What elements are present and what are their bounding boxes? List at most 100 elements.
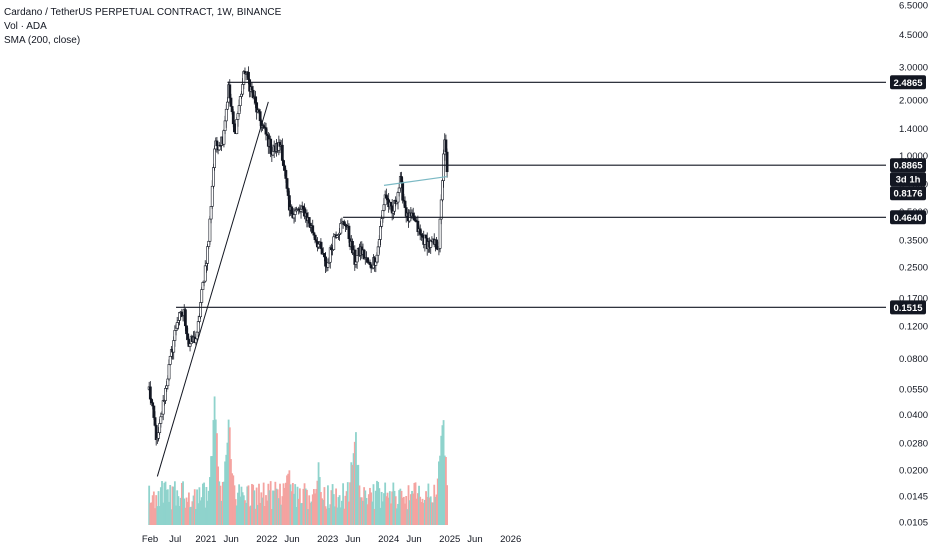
volume-bar bbox=[311, 494, 314, 525]
volume-bar bbox=[209, 477, 211, 525]
volume-bar bbox=[310, 501, 313, 525]
volume-bar bbox=[232, 475, 235, 525]
volume-bar bbox=[398, 490, 401, 525]
volume-bar bbox=[346, 482, 349, 525]
volume-bar bbox=[436, 478, 439, 525]
volume-bar bbox=[386, 492, 389, 525]
volume-bar bbox=[394, 496, 397, 525]
volume-bar bbox=[194, 509, 197, 525]
countdown-tag-bg bbox=[890, 172, 926, 187]
volume-bar bbox=[407, 485, 410, 525]
volume-bar bbox=[380, 491, 383, 525]
volume-bar bbox=[370, 492, 373, 525]
volume-bar bbox=[309, 502, 312, 525]
volume-bar bbox=[148, 485, 151, 525]
volume-bar bbox=[294, 484, 297, 525]
volume-bar bbox=[373, 508, 376, 525]
volume-bar bbox=[262, 482, 265, 525]
volume-bar bbox=[286, 475, 288, 525]
volume-bar bbox=[298, 488, 301, 525]
volume-bar bbox=[374, 490, 377, 525]
volume-bar bbox=[272, 490, 274, 525]
volume-bar bbox=[234, 499, 237, 525]
candle-body bbox=[224, 108, 228, 122]
volume-bar bbox=[178, 505, 181, 525]
volume-bar bbox=[214, 419, 217, 525]
volume-bar bbox=[334, 506, 336, 525]
volume-bar bbox=[219, 485, 222, 525]
volume-bar bbox=[301, 502, 304, 525]
candle-body bbox=[307, 217, 311, 224]
candlesticks bbox=[147, 66, 449, 446]
volume-bar bbox=[330, 490, 333, 525]
volume-bar bbox=[237, 492, 239, 525]
volume-bar bbox=[171, 486, 174, 525]
volume-bar bbox=[366, 504, 369, 525]
volume-bar bbox=[235, 505, 238, 525]
x-tick-label: Feb bbox=[142, 534, 158, 545]
volume-bar bbox=[412, 493, 415, 525]
volume-bar bbox=[359, 497, 362, 525]
volume-bar bbox=[287, 473, 290, 525]
volume-bar bbox=[290, 491, 293, 525]
volume-bar bbox=[269, 481, 272, 525]
volume-bar bbox=[176, 490, 179, 525]
volume-bar bbox=[225, 454, 228, 525]
candle-body bbox=[151, 402, 155, 407]
volume-bar bbox=[329, 504, 332, 525]
volume-bar bbox=[442, 420, 445, 525]
volume-bar bbox=[323, 487, 326, 525]
volume-bar bbox=[161, 481, 163, 525]
volume-bar bbox=[348, 501, 350, 525]
volume-bar bbox=[260, 492, 263, 525]
volume-bar bbox=[297, 498, 300, 525]
volume-bar bbox=[217, 466, 219, 525]
volume-bar bbox=[335, 488, 337, 525]
volume-bar bbox=[246, 486, 249, 525]
x-tick-label: Jun bbox=[406, 534, 421, 545]
volume-bar bbox=[263, 506, 266, 525]
volume-bar bbox=[196, 489, 198, 525]
volume-bar bbox=[157, 491, 160, 525]
volume-bar bbox=[353, 441, 356, 525]
volume-bar bbox=[392, 482, 395, 525]
volume-bar bbox=[265, 495, 267, 525]
volume-bar bbox=[421, 498, 424, 525]
current-price-tag: 0.8176 bbox=[893, 189, 922, 200]
volume-bar bbox=[351, 464, 354, 525]
volume-bar bbox=[337, 497, 340, 525]
volume-bar bbox=[414, 482, 417, 525]
volume-bar bbox=[429, 496, 432, 525]
volume-bar bbox=[384, 482, 387, 525]
volume-bar bbox=[435, 494, 438, 525]
volume-bar bbox=[187, 492, 190, 525]
volume-bar bbox=[251, 483, 253, 525]
x-tick-label: Jun bbox=[467, 534, 482, 545]
price-axis: 6.50004.50003.00002.00001.40001.00000.70… bbox=[899, 1, 928, 529]
volume-bar bbox=[190, 506, 193, 525]
candle-body bbox=[200, 289, 204, 303]
volume-bar bbox=[378, 488, 381, 525]
volume-bar bbox=[216, 433, 218, 525]
legend-volume: Vol · ADA bbox=[4, 21, 47, 32]
volume-bar bbox=[273, 490, 276, 525]
volume-bar bbox=[210, 456, 212, 525]
x-tick-label: Jun bbox=[345, 534, 360, 545]
volume-bar bbox=[423, 499, 426, 525]
candle-body bbox=[167, 364, 171, 380]
volume-bar bbox=[230, 459, 232, 525]
volume-bar bbox=[223, 481, 225, 525]
volume-bar bbox=[413, 482, 416, 525]
volume-bar bbox=[197, 503, 200, 525]
volume-bar bbox=[305, 489, 308, 525]
volume-bar bbox=[363, 487, 366, 525]
volume-bar bbox=[425, 491, 427, 525]
volume-bar bbox=[318, 477, 321, 525]
volume-bar bbox=[276, 489, 279, 525]
y-tick-label: 4.5000 bbox=[899, 30, 928, 41]
y-tick-label: 0.0145 bbox=[899, 492, 928, 503]
volume-bar bbox=[401, 497, 404, 525]
volume-bar bbox=[165, 489, 168, 525]
